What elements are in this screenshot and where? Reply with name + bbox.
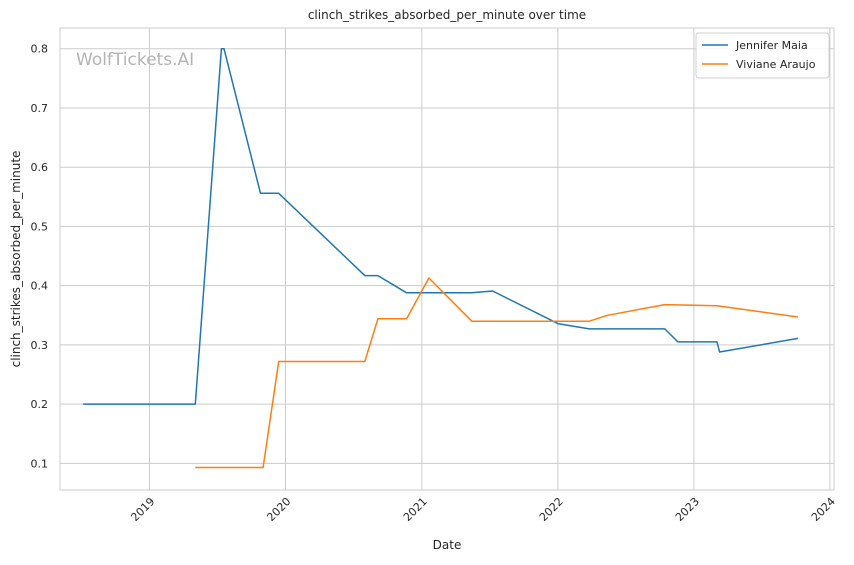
y-tick-label-0-2: 0.2	[31, 398, 49, 411]
watermark: WolfTickets.AI	[76, 50, 194, 70]
y-axis-title: clinch_strikes_absorbed_per_minute	[9, 151, 23, 368]
x-axis-title: Date	[433, 538, 462, 552]
series-line-viviane-araujo	[195, 277, 799, 469]
legend-box	[695, 32, 830, 79]
legend-label-jennifer-maia: Jennifer Maia	[735, 39, 808, 52]
y-tick-label-0-7: 0.7	[31, 102, 49, 115]
y-tick-label-0-4: 0.4	[31, 280, 49, 293]
chart-title: clinch_strikes_absorbed_per_minute over …	[308, 8, 586, 22]
legend-label-viviane-araujo: Viviane Araujo	[736, 58, 816, 71]
y-tick-label-0-3: 0.3	[31, 339, 49, 352]
y-tick-label-0-8: 0.8	[31, 43, 49, 56]
series-lines	[83, 47, 799, 469]
plot-area-frame	[59, 27, 835, 491]
series-line-jennifer-maia	[83, 47, 799, 405]
y-tick-label-0-6: 0.6	[31, 161, 49, 174]
y-tick-label-0-5: 0.5	[31, 220, 49, 233]
legend: Jennifer Maia Viviane Araujo	[695, 32, 830, 79]
y-tick-label-0-1: 0.1	[31, 457, 49, 470]
